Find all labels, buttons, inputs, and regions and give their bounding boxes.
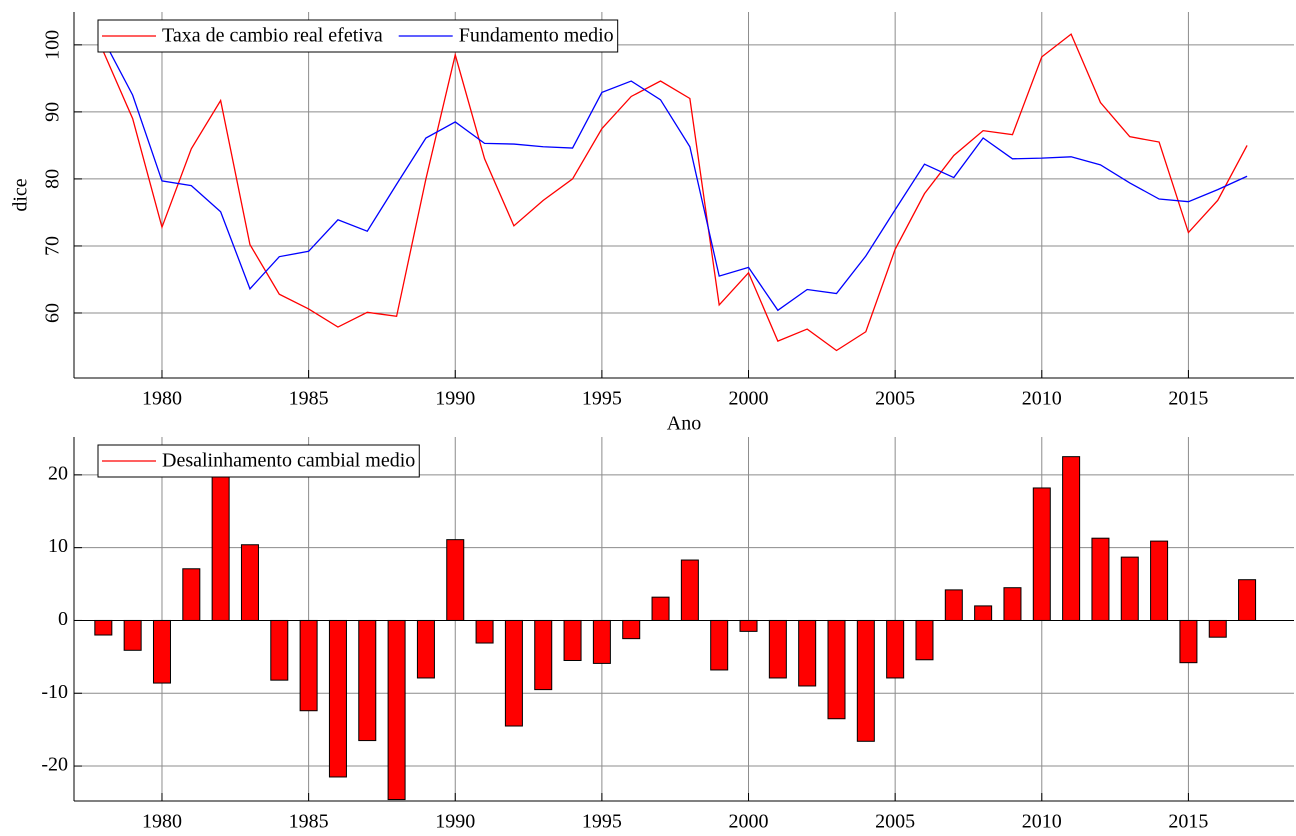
bar: [563, 619, 582, 661]
y-tick-label: 90: [42, 102, 64, 122]
y-tick-label: -10: [41, 681, 68, 703]
y-tick-label: 10: [48, 535, 68, 557]
bar: [856, 619, 875, 742]
bar: [710, 619, 729, 671]
y-tick-label: 80: [42, 169, 64, 189]
x-tick-label: 1985: [289, 811, 329, 833]
bar: [270, 619, 289, 681]
bar: [328, 619, 347, 778]
bar: [592, 619, 611, 664]
x-tick-label: 2000: [729, 388, 769, 410]
x-tick-label: 1980: [142, 388, 182, 410]
bar: [387, 619, 406, 801]
x-axis-label: Ano: [667, 413, 701, 435]
bar: [299, 619, 318, 712]
bar: [915, 619, 934, 661]
x-tick-label: 2015: [1168, 811, 1208, 833]
bar: [798, 619, 817, 687]
bar: [123, 619, 142, 651]
x-tick-label: 2010: [1022, 811, 1062, 833]
x-tick-label: 2000: [729, 811, 769, 833]
bar: [1003, 587, 1022, 621]
y-tick-label: 60: [42, 303, 64, 323]
bar: [1208, 619, 1227, 638]
legend-label: Taxa de cambio real efetiva: [162, 25, 383, 47]
bar: [182, 568, 201, 621]
chart-panel: 1980 1985 1990 1995 2000 2005 2010 2015 60 70 80 90…: [10, 12, 1294, 435]
bar: [1032, 487, 1051, 621]
legend-label: Desalinhamento cambial medio: [162, 450, 415, 472]
y-tick-label: 20: [48, 462, 68, 484]
bar: [1120, 556, 1139, 621]
bar: [534, 619, 553, 691]
x-tick-label: 2005: [875, 811, 915, 833]
bar: [827, 619, 846, 720]
x-tick-label: 1990: [435, 388, 475, 410]
y-axis-label: dice: [10, 178, 32, 211]
bar: [1179, 619, 1198, 664]
x-tick-label: 1980: [142, 811, 182, 833]
x-tick-label: 1990: [435, 811, 475, 833]
bar: [1150, 540, 1169, 621]
x-tick-label: 2015: [1168, 388, 1208, 410]
x-tick-label: 1985: [289, 388, 329, 410]
bar: [622, 619, 641, 640]
legend: [97, 19, 619, 53]
bar: [416, 619, 435, 679]
bar: [1238, 579, 1257, 621]
bar: [94, 619, 113, 636]
data-line: [102, 39, 1248, 312]
chart-panel: 1980 1985 1990 1995 2000 2005 2010 2015 -20 -10 0 1…: [41, 437, 1294, 833]
data-line: [102, 33, 1248, 352]
bar: [768, 619, 787, 679]
bar: [944, 589, 963, 621]
x-tick-label: 2005: [875, 388, 915, 410]
bar: [1091, 537, 1110, 621]
bar: [240, 544, 259, 621]
bar: [974, 605, 993, 621]
bar: [358, 619, 377, 742]
x-tick-label: 1995: [582, 388, 622, 410]
bar: [446, 539, 465, 621]
y-tick-label: -20: [41, 754, 68, 776]
bar: [680, 559, 699, 621]
x-tick-label: 1995: [582, 811, 622, 833]
x-tick-label: 2010: [1022, 388, 1062, 410]
y-tick-label: 0: [58, 608, 68, 630]
bar: [152, 619, 171, 684]
y-tick-label: 100: [42, 30, 64, 60]
legend-label: Fundamento medio: [459, 25, 614, 47]
bar: [739, 619, 758, 632]
y-tick-label: 70: [42, 236, 64, 256]
bar: [1062, 456, 1081, 621]
bar: [475, 619, 494, 644]
bar: [886, 619, 905, 679]
bar: [504, 619, 523, 727]
bar: [651, 596, 670, 621]
bar: [211, 458, 230, 621]
